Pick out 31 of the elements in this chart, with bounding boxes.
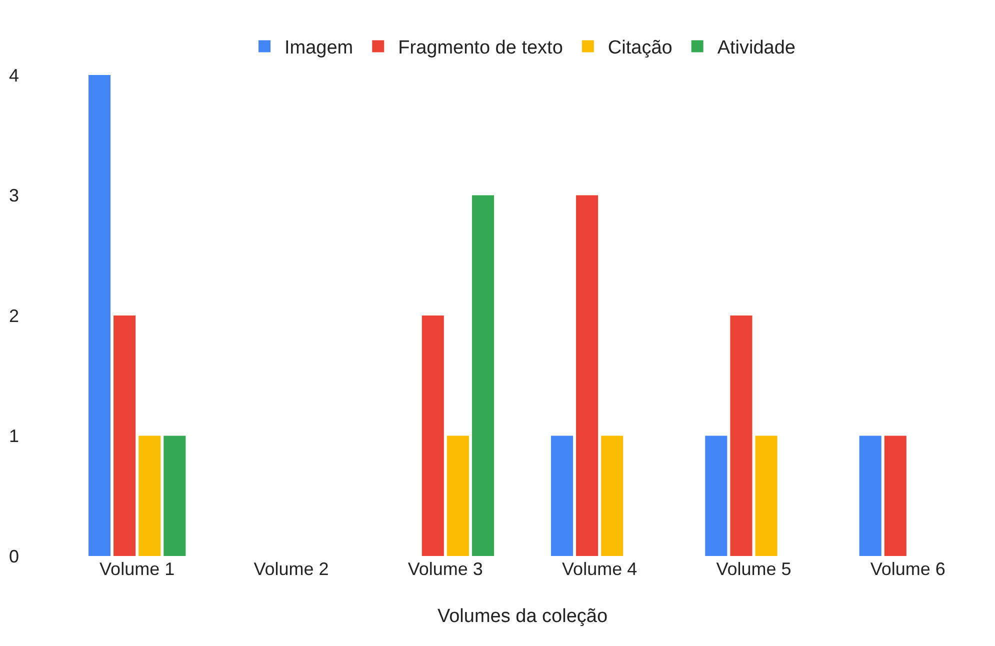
bar — [88, 75, 111, 556]
x-tick-label: Volume 4 — [562, 559, 638, 579]
legend-label: Fragmento de texto — [398, 38, 563, 59]
legend-label: Atividade — [717, 38, 796, 59]
y-tick-label: 0 — [8, 546, 19, 566]
bar — [422, 316, 444, 556]
bar — [472, 195, 494, 556]
legend-label: Citação — [608, 38, 672, 59]
bar — [550, 436, 574, 556]
y-tick-label: 1 — [8, 426, 19, 446]
legend-label: Imagem — [284, 38, 354, 59]
bar — [446, 436, 469, 556]
bar — [576, 195, 598, 556]
y-tick-label: 3 — [8, 186, 19, 206]
x-tick-label: Volume 1 — [100, 559, 175, 579]
x-tick-label: Volume 5 — [716, 559, 792, 579]
bar — [884, 436, 906, 556]
bar — [138, 436, 161, 556]
y-tick-label: 4 — [8, 65, 19, 86]
bar — [164, 436, 186, 556]
bar — [114, 316, 136, 556]
x-tick-label: Volume 6 — [870, 559, 946, 579]
bar — [859, 436, 882, 556]
y-tick-label: 2 — [8, 306, 19, 326]
x-tick-label: Volume 2 — [254, 559, 329, 579]
x-tick-label: Volume 3 — [408, 559, 483, 579]
bar — [755, 436, 778, 556]
bar — [601, 436, 624, 556]
x-axis-title: Volumes da coleção — [437, 606, 608, 627]
bar — [730, 316, 752, 556]
bar — [705, 436, 728, 556]
